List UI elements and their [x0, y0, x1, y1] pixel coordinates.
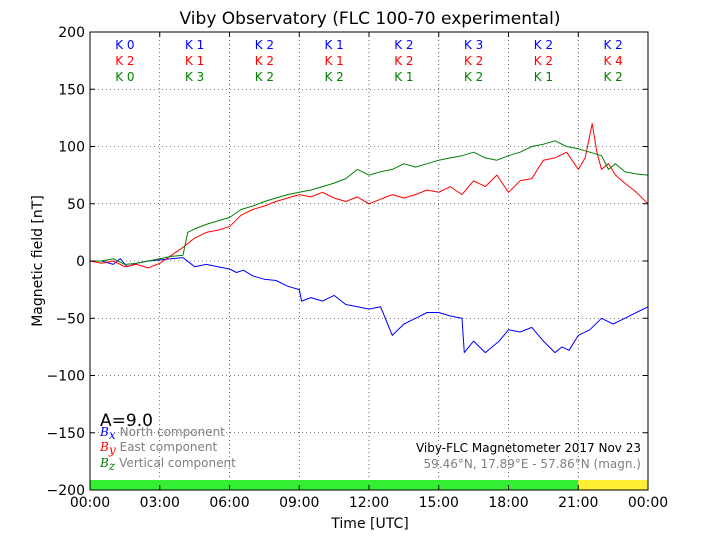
y-tick-label: 0	[76, 254, 85, 270]
data-series	[89, 123, 649, 354]
k-index-label: K 2	[394, 54, 413, 68]
y-tick-label: −200	[47, 483, 85, 499]
k-index-label: K 2	[324, 70, 343, 84]
y-axis-title: Magnetic field [nT]	[30, 195, 46, 327]
x-tick-label: 21:00	[558, 495, 598, 511]
x-tick-label: 00:00	[628, 495, 668, 511]
x-tick-label: 06:00	[209, 495, 249, 511]
x-tick-label: 12:00	[349, 495, 389, 511]
series-line-x	[90, 257, 649, 354]
y-tick-label: 50	[67, 197, 85, 213]
legend: Bx North component By East component Bz Verti…	[99, 425, 236, 473]
y-tick-label: 100	[58, 140, 85, 156]
k-index-label: K 2	[255, 54, 274, 68]
k-index-label: K 3	[464, 38, 483, 52]
k-index-label: K 2	[603, 38, 622, 52]
legend-label: Vertical component	[119, 456, 236, 470]
activity-bar	[90, 480, 648, 490]
legend-symbol: B	[99, 456, 109, 470]
x-tick-label: 00:00	[70, 495, 110, 511]
k-index-label: K 3	[185, 70, 204, 84]
k-index-label: K 0	[115, 38, 134, 52]
k-index-label: K 2	[115, 54, 134, 68]
k-index-label: K 1	[185, 54, 204, 68]
k-index-label: K 1	[534, 70, 553, 84]
legend-item: Bx North component	[99, 425, 225, 442]
location-info: 59.46°N, 17.89°E - 57.86°N (magn.)	[424, 457, 641, 471]
k-index-label: K 1	[324, 38, 343, 52]
k-index-label: K 2	[255, 38, 274, 52]
legend-label: North component	[120, 425, 226, 439]
legend-symbol: B	[99, 440, 109, 454]
x-axis-title: Time [UTC]	[330, 516, 408, 532]
y-tick-label: 200	[58, 25, 85, 41]
y-tick-label: −150	[47, 426, 85, 442]
k-index-label: K 2	[534, 54, 553, 68]
k-index-label: K 2	[603, 70, 622, 84]
k-index-label: K 2	[534, 38, 553, 52]
series-line-y	[89, 123, 649, 269]
k-index-table: K 0 K 1 K 2 K 1 K 2 K 3 K 2 K 2 K 2 K 1 K 2 K 1 K 2 K…	[115, 38, 623, 84]
instrument-info: Viby-FLC Magnetometer 2017 Nov 23	[416, 441, 641, 455]
series-line-z	[90, 140, 649, 265]
legend-subscript: x	[109, 428, 116, 442]
x-tick-label: 15:00	[419, 495, 459, 511]
k-index-label: K 1	[185, 38, 204, 52]
y-tick-label: −100	[47, 369, 85, 385]
k-index-label: K 2	[394, 38, 413, 52]
k-index-label: K 2	[255, 70, 274, 84]
y-tick-label: −50	[55, 311, 85, 327]
legend-symbol: B	[99, 425, 109, 439]
grid-lines	[90, 32, 648, 490]
k-index-label: K 4	[603, 54, 622, 68]
k-index-label: K 1	[324, 54, 343, 68]
activity-segment	[90, 480, 579, 490]
legend-subscript: y	[108, 443, 116, 457]
legend-item: By East component	[99, 440, 217, 457]
legend-label: East component	[120, 440, 218, 454]
legend-subscript: z	[108, 459, 116, 473]
k-index-label: K 2	[464, 70, 483, 84]
a-index-label: A=9.0	[100, 411, 153, 431]
x-tick-label: 18:00	[488, 495, 528, 511]
activity-segment	[578, 480, 648, 490]
legend-item: Bz Vertical component	[99, 456, 236, 473]
k-index-label: K 0	[115, 70, 134, 84]
y-tick-label: 150	[58, 82, 85, 98]
x-tick-label: 03:00	[140, 495, 180, 511]
axis-ticks: 00:00 03:00 06:00 09:00 12:00 15:00 18:00 21:00…	[47, 25, 669, 511]
k-index-label: K 1	[394, 70, 413, 84]
chart-title: Viby Observatory (FLC 100-70 experimenta…	[180, 9, 561, 29]
x-tick-label: 09:00	[279, 495, 319, 511]
k-index-label: K 2	[464, 54, 483, 68]
